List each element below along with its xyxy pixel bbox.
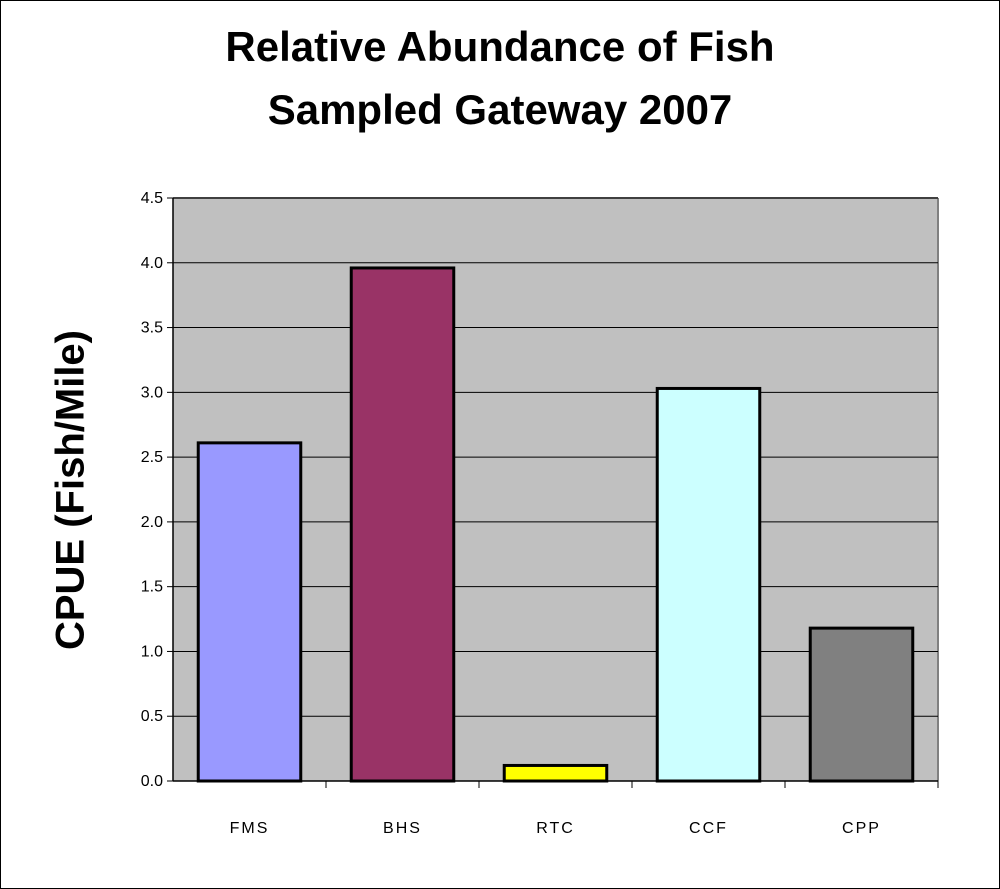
bar-ccf: [655, 386, 762, 783]
bar-fms: [196, 441, 303, 783]
y-tick-label: 0.0: [141, 773, 163, 790]
y-tick-labels: 0.0 0.5 1.0 1.5 2.0 2.5 3.0 3.5 4.0 4.5: [141, 190, 163, 790]
axes: [167, 197, 939, 788]
x-tick-label: CCF: [689, 820, 728, 837]
y-tick-label: 4.0: [141, 255, 163, 272]
bar-cpp: [808, 626, 915, 783]
x-tick-label: RTC: [536, 820, 575, 837]
chart-title-line-2: Sampled Gateway 2007: [267, 86, 733, 133]
y-tick-label: 2.5: [141, 449, 163, 466]
y-tick-label: 1.5: [141, 579, 163, 596]
chart-title-line-1: Relative Abundance of Fish: [225, 23, 775, 70]
bars: [196, 266, 915, 783]
y-tick-label: 2.0: [141, 514, 163, 531]
bar-bhs: [349, 266, 456, 783]
y-tick-label: 3.0: [141, 384, 163, 401]
x-tick-label: FMS: [230, 820, 270, 837]
y-tick-label: 0.5: [141, 708, 163, 725]
x-tick-label: BHS: [383, 820, 422, 837]
bar-rtc: [502, 763, 609, 783]
x-tick-labels: FMS BHS RTC CCF CPP: [230, 820, 881, 837]
y-tick-label: 1.0: [141, 643, 163, 660]
y-tick-label: 4.5: [141, 190, 163, 207]
x-tick-label: CPP: [842, 820, 881, 837]
y-tick-label: 3.5: [141, 320, 163, 337]
